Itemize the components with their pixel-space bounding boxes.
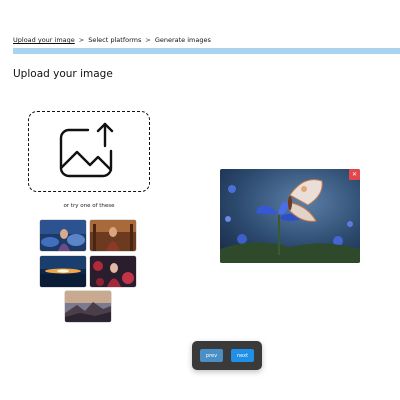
breadcrumb-step-generate[interactable]: Generate images (154, 36, 211, 44)
upload-dropzone[interactable] (28, 111, 150, 192)
remove-image-button[interactable]: ✕ (349, 169, 360, 180)
prev-button[interactable]: prev (200, 349, 223, 362)
progress-bar-fill (13, 48, 400, 54)
breadcrumb: Upload your image > Select platforms > G… (13, 36, 211, 44)
breadcrumb-step-platforms[interactable]: Select platforms (88, 36, 142, 44)
preview-image (220, 169, 360, 263)
sample-image-5[interactable] (65, 291, 111, 322)
sample-image-4[interactable] (90, 256, 136, 287)
progress-bar (13, 48, 400, 54)
breadcrumb-separator: > (78, 36, 85, 44)
next-button[interactable]: next (231, 349, 254, 362)
breadcrumb-separator: > (145, 36, 151, 44)
image-upload-icon (59, 122, 114, 177)
page-title: Upload your image (13, 68, 113, 80)
image-preview: ✕ (220, 169, 360, 263)
sample-image-3[interactable] (40, 256, 86, 287)
try-samples-label: or try one of these (63, 203, 115, 209)
breadcrumb-step-upload[interactable]: Upload your image (13, 36, 75, 44)
sample-image-1[interactable] (40, 220, 86, 251)
sample-image-2[interactable] (90, 220, 136, 251)
navigation-bar: prev next (192, 341, 262, 370)
